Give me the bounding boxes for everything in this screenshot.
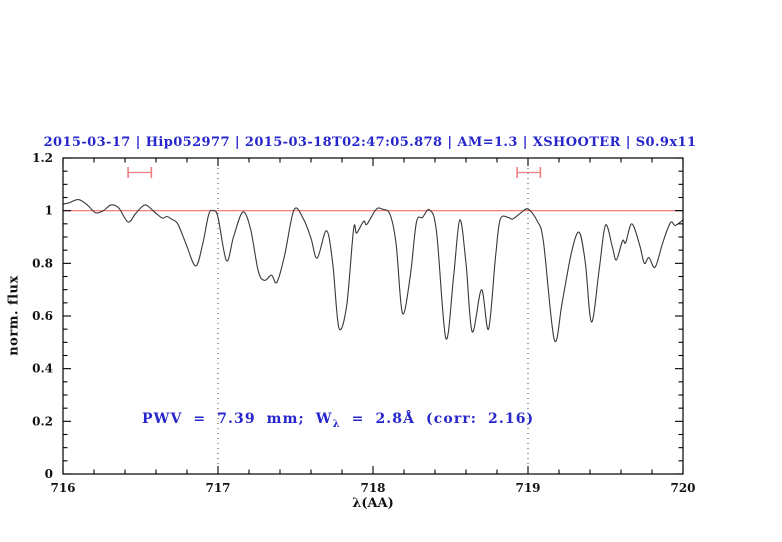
y-tick-label: 0.4	[32, 362, 53, 376]
x-axis-label: λ(AA)	[352, 496, 394, 511]
pwv-annotation: PWV = 7.39 mm; Wλ = 2.8Å (corr: 2.16)	[142, 411, 534, 430]
y-tick-label: 0.8	[32, 256, 53, 270]
y-tick-label: 0	[45, 467, 53, 481]
x-tick-label: 717	[205, 481, 230, 495]
x-tick-label: 720	[670, 481, 695, 495]
x-tick-label: 719	[515, 481, 540, 495]
pwv-annotation-prefix: PWV = 7.39 mm; W	[142, 411, 333, 427]
pwv-annotation-suffix: = 2.8Å (corr: 2.16)	[340, 411, 535, 427]
plot-title: 2015-03-17 | Hip052977 | 2015-03-18T02:4…	[43, 135, 697, 150]
x-tick-label: 716	[50, 481, 75, 495]
x-tick-label: 718	[360, 481, 385, 495]
y-tick-label: 1.2	[32, 151, 53, 165]
pwv-annotation-subscript: λ	[332, 418, 341, 430]
spectrum-line	[62, 199, 684, 343]
y-tick-label: 0.2	[32, 414, 53, 428]
y-tick-label: 0.6	[32, 309, 53, 323]
y-tick-label: 1	[45, 204, 53, 218]
y-axis-label: norm. flux	[6, 275, 22, 356]
